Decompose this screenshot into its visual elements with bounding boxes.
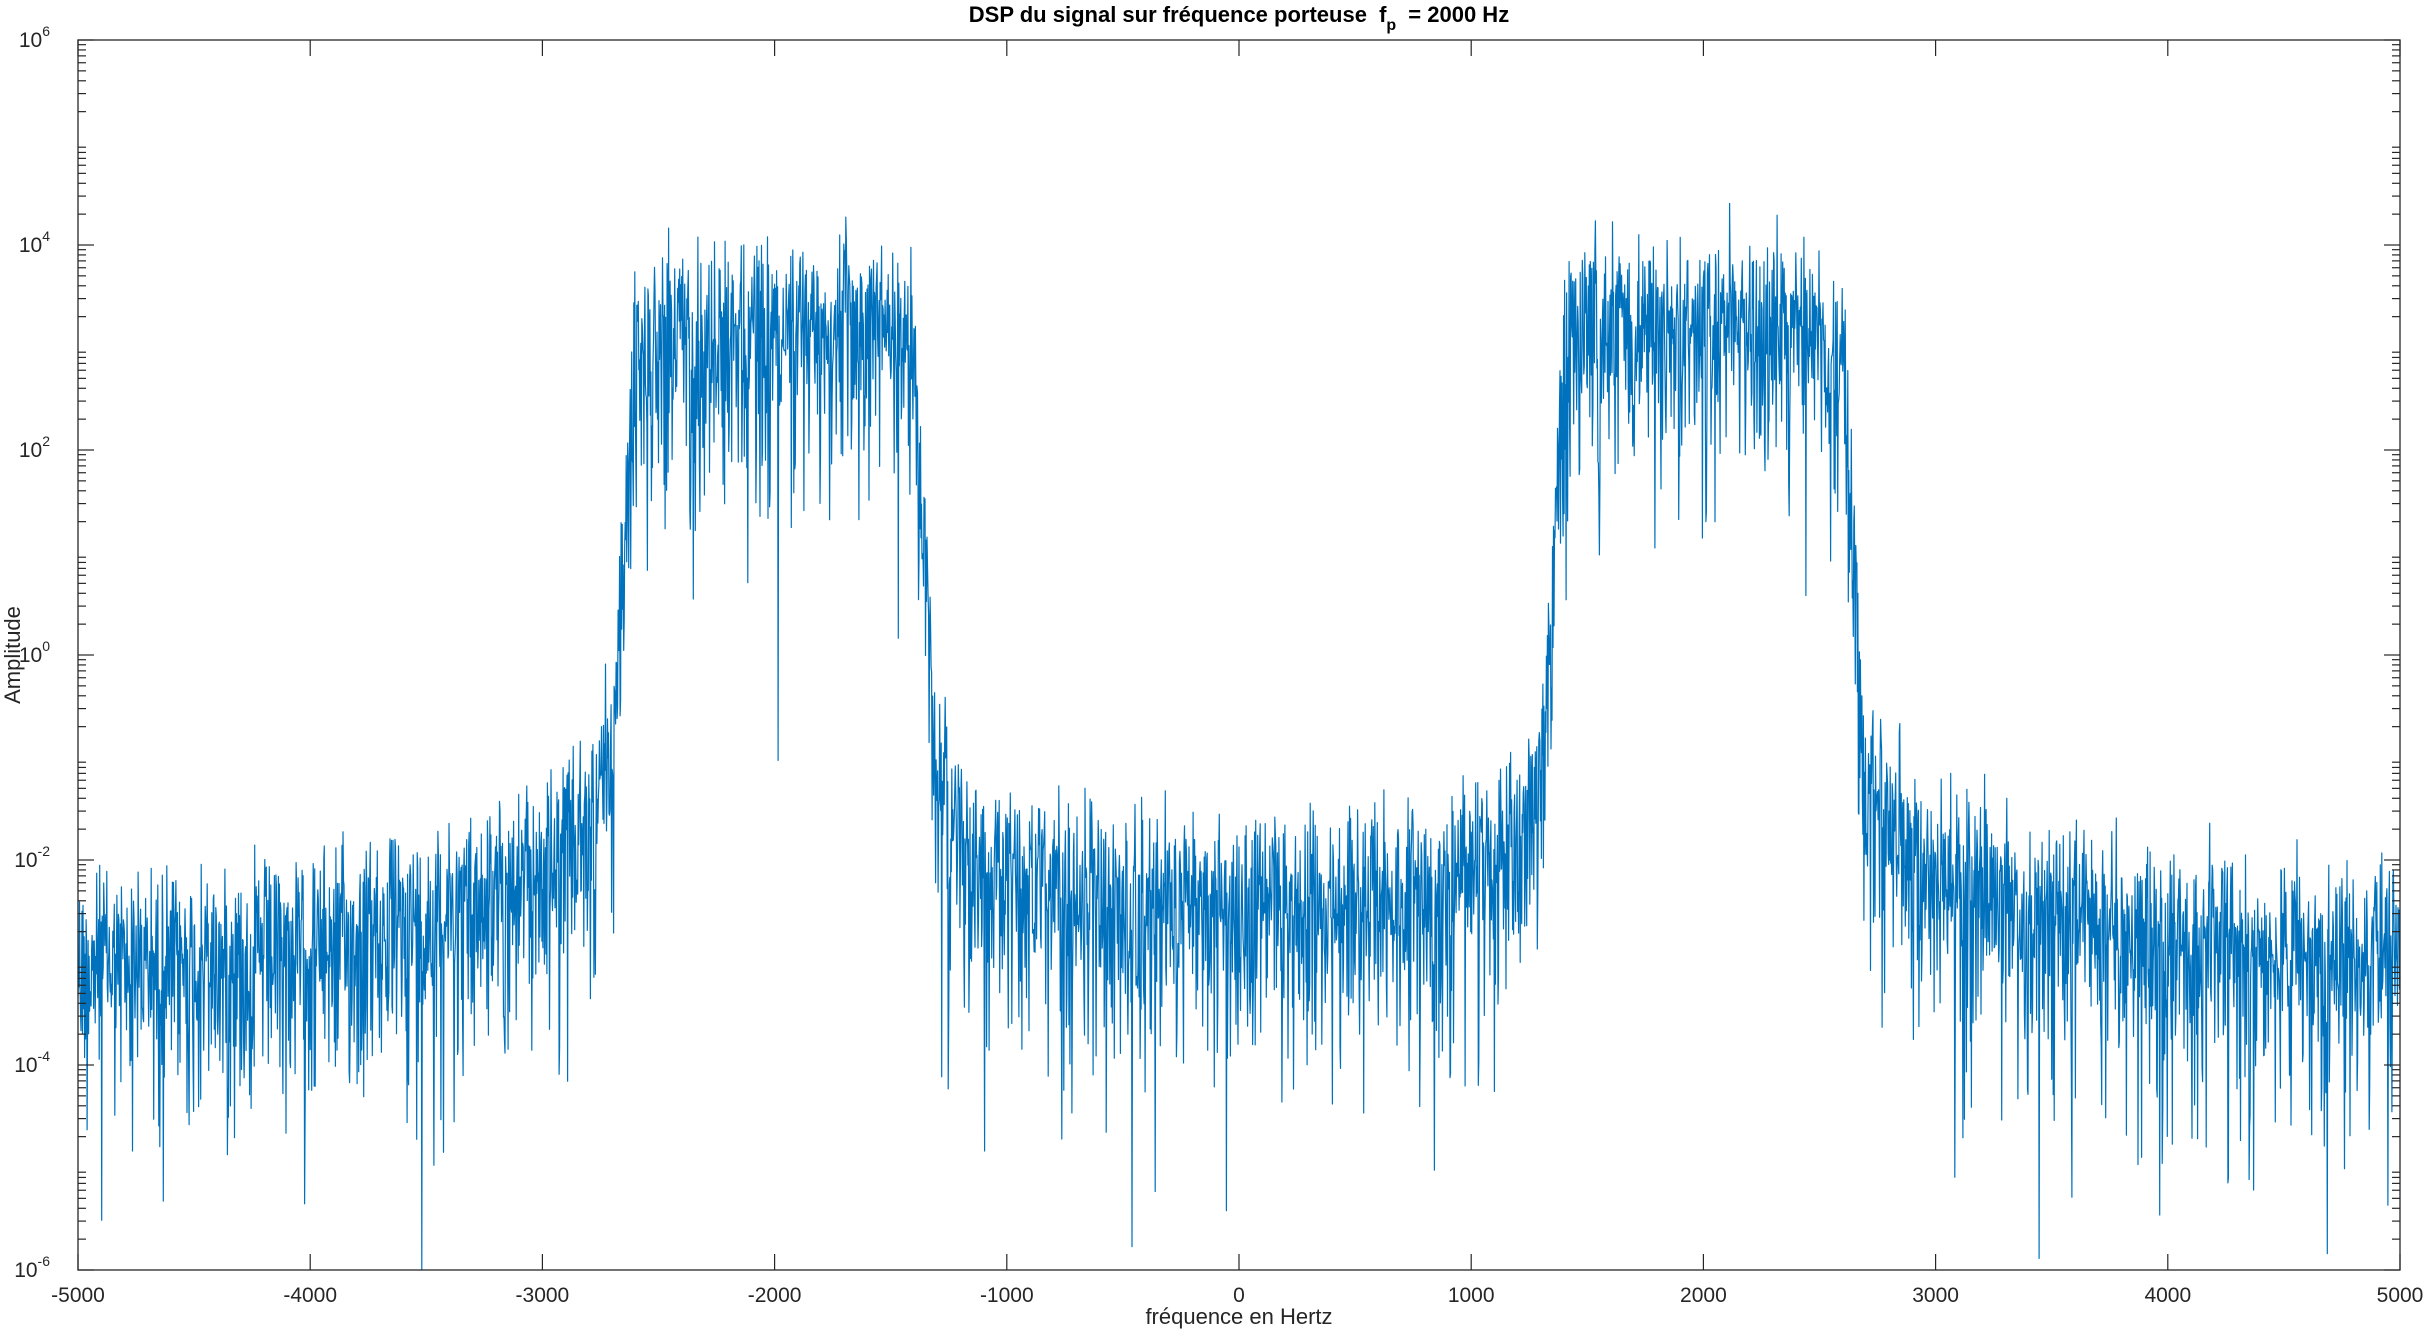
x-tick-label: 4000: [2144, 1284, 2191, 1307]
x-tick-label: -5000: [51, 1284, 105, 1307]
x-tick-label: -2000: [748, 1284, 802, 1307]
plot-area: -5000 -4000 -3000 -2000 -1000 0 1000 2000 3000 40…: [14, 23, 2423, 1307]
y-tick-label: 102: [19, 433, 50, 462]
x-tick-label: -1000: [980, 1284, 1034, 1307]
x-axis-label: fréquence en Hertz: [1145, 1304, 1332, 1329]
y-tick-label: 100: [19, 638, 50, 667]
y-tick-label: 104: [19, 228, 50, 257]
y-tick-label: 10-2: [14, 843, 50, 872]
x-tick-label: 3000: [1912, 1284, 1959, 1307]
y-tick-label: 106: [19, 23, 50, 52]
x-tick-label: 5000: [2377, 1284, 2424, 1307]
x-tick-label: 0: [1233, 1284, 1245, 1307]
x-tick-label: 1000: [1448, 1284, 1495, 1307]
x-tick-label: 2000: [1680, 1284, 1727, 1307]
x-tick-label: -3000: [516, 1284, 570, 1307]
chart-title: DSP du signal sur fréquence porteuse fp …: [969, 2, 1509, 35]
axes-background: [78, 40, 2400, 1270]
ticks-layer: -5000 -4000 -3000 -2000 -1000 0 1000 2000 3000 40…: [14, 23, 2423, 1307]
y-tick-label: 10-6: [14, 1253, 50, 1282]
y-tick-label: 10-4: [14, 1048, 50, 1077]
y-axis-label: Amplitude: [0, 606, 25, 704]
psd-series-line: [77, 202, 2401, 1271]
series-layer: [77, 202, 2401, 1271]
x-tick-label: -4000: [283, 1284, 337, 1307]
